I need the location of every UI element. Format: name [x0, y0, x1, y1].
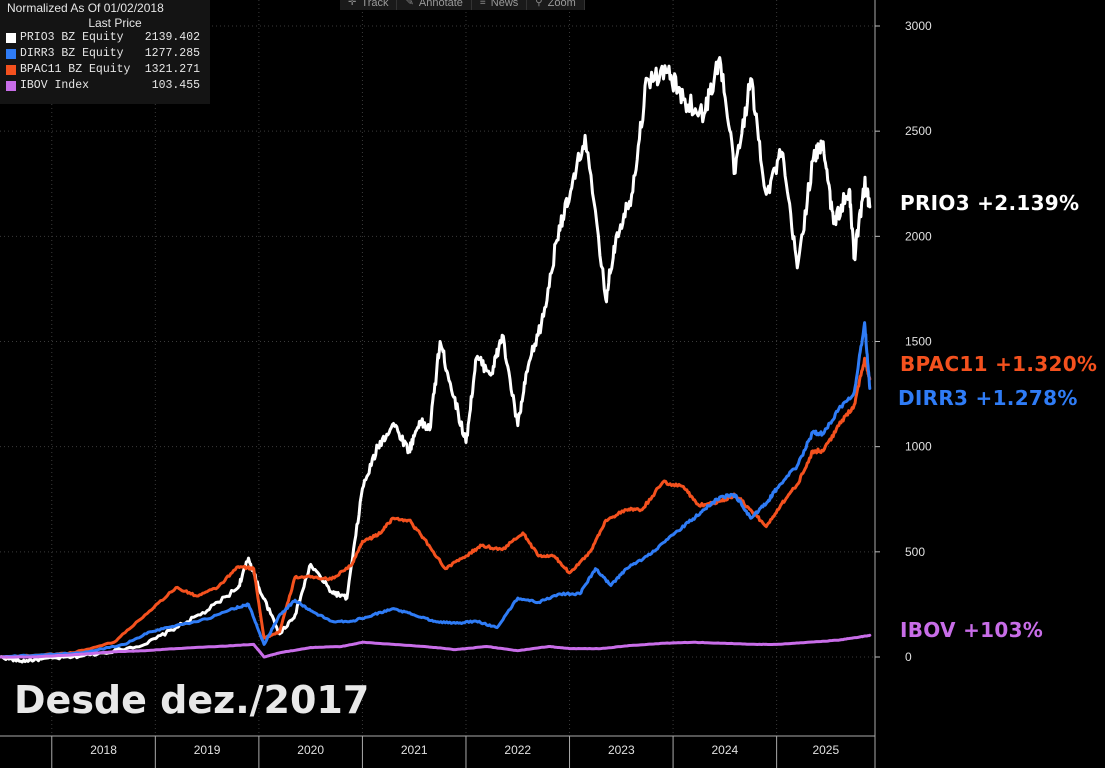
x-axis-ticks: 2018 2019 2020 2021 2022 2023 2024 2025 — [51, 736, 839, 768]
x-tick-label: 2025 — [812, 743, 839, 757]
period-caption: Desde dez./2017 — [14, 678, 370, 722]
news-button[interactable]: ≡ News — [472, 0, 528, 10]
y-axis-ticks: 0 500 1000 1500 2000 2500 3000 — [875, 19, 932, 664]
axes — [0, 0, 876, 768]
pencil-icon: ✎ — [405, 0, 414, 8]
news-label: News — [490, 0, 519, 9]
series-line-prio3 — [0, 56, 872, 664]
legend-header: Normalized As Of 01/02/2018 — [7, 1, 164, 15]
legend-value: 2139.402 — [144, 31, 200, 44]
y-tick-label: 0 — [905, 650, 912, 664]
legend-name: PRIO3 BZ Equity — [20, 31, 124, 44]
x-tick-label: 2021 — [401, 743, 428, 757]
end-label-bpac11: BPAC11 +1.320% — [900, 352, 1098, 376]
track-label: Track — [361, 0, 389, 9]
x-tick-label: 2019 — [194, 743, 221, 757]
legend-swatch-prio3 — [6, 33, 16, 43]
y-tick-label: 2500 — [905, 124, 932, 138]
series-line-bpac11 — [0, 356, 872, 659]
legend-swatch-dirr3 — [6, 49, 16, 59]
end-label-ibov: IBOV +103% — [900, 618, 1044, 642]
legend-name: IBOV Index — [20, 79, 90, 92]
legend-swatch-ibov — [6, 81, 16, 91]
news-icon: ≡ — [479, 0, 486, 8]
legend-value: 103.455 — [151, 79, 200, 92]
legend-swatch-bpac11 — [6, 65, 16, 75]
legend-value: 1321.271 — [144, 63, 200, 76]
x-tick-label: 2020 — [297, 743, 324, 757]
magnifier-icon: ⚲ — [535, 0, 543, 8]
legend-item-prio3[interactable]: PRIO3 BZ Equity 2139.402 — [0, 30, 210, 46]
series-line-ibov — [0, 633, 872, 659]
chart-toolbar: ✛ Track ✎ Annotate ≡ News ⚲ Zoom — [340, 0, 585, 10]
legend-item-bpac11[interactable]: BPAC11 BZ Equity 1321.271 — [0, 62, 210, 78]
zoom-label: Zoom — [547, 0, 576, 9]
y-tick-label: 1500 — [905, 335, 932, 349]
y-tick-label: 3000 — [905, 19, 932, 33]
legend-value: 1277.285 — [144, 47, 200, 60]
x-tick-label: 2024 — [712, 743, 739, 757]
legend-name: DIRR3 BZ Equity — [20, 47, 124, 60]
end-label-dirr3: DIRR3 +1.278% — [898, 386, 1078, 410]
end-label-prio3: PRIO3 +2.139% — [900, 191, 1080, 215]
legend-item-ibov[interactable]: IBOV Index 103.455 — [0, 78, 210, 94]
grid-lines — [0, 0, 875, 736]
x-tick-label: 2023 — [608, 743, 635, 757]
legend-subheader: Last Price — [88, 16, 142, 30]
chart-legend: Normalized As Of 01/02/2018 Last Price P… — [0, 0, 210, 104]
y-tick-label: 1000 — [905, 440, 932, 454]
annotate-label: Annotate — [418, 0, 463, 9]
track-button[interactable]: ✛ Track — [340, 0, 398, 10]
annotate-button[interactable]: ✎ Annotate — [397, 0, 472, 10]
legend-item-dirr3[interactable]: DIRR3 BZ Equity 1277.285 — [0, 46, 210, 62]
x-tick-label: 2018 — [90, 743, 117, 757]
y-tick-label: 500 — [905, 545, 925, 559]
y-tick-label: 2000 — [905, 229, 932, 243]
zoom-button[interactable]: ⚲ Zoom — [527, 0, 585, 10]
x-axis-band — [0, 736, 875, 768]
x-tick-label: 2022 — [504, 743, 531, 757]
series-line-dirr3 — [0, 321, 872, 659]
crosshair-icon: ✛ — [348, 0, 357, 8]
series-lines — [0, 56, 872, 664]
legend-name: BPAC11 BZ Equity — [20, 63, 131, 76]
